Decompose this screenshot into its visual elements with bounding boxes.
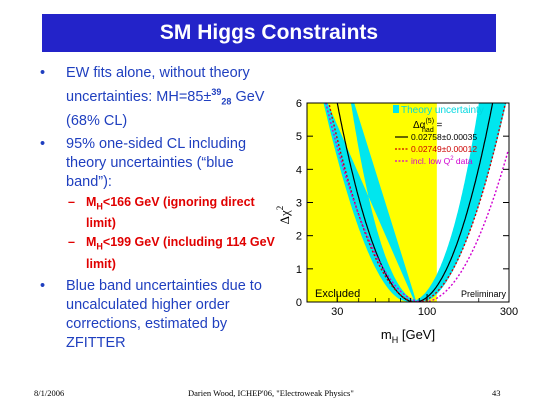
excluded-label: Excluded (315, 288, 360, 300)
subbullet-199-pre: M (86, 235, 97, 250)
x-tick-label: 100 (418, 306, 436, 318)
x-axis-label: mH [GeV] (381, 327, 435, 345)
y-tick-label: 3 (296, 198, 302, 210)
bullet-ew-fit-sub: 28 (221, 96, 232, 107)
subbullet-166-sub: H (96, 201, 103, 212)
x-tick-label: 30 (331, 306, 343, 318)
bullet-ew-fit-sup: 39 (211, 87, 222, 97)
bullet-blue-band-text: Blue band uncertainties due to uncalcula… (66, 277, 262, 351)
bullet-one-sided-cl-text: 95% one-sided CL including theory uncert… (66, 135, 247, 190)
x-tick-label: 300 (500, 306, 518, 318)
legend-band-swatch (393, 105, 399, 113)
bullet-ew-fit: EW fits alone, without theory uncertaint… (38, 64, 278, 131)
footer-presenter: Darien Wood, ICHEP'06, "Electroweak Phys… (188, 388, 354, 398)
bullet-list: EW fits alone, without theory uncertaint… (38, 64, 278, 357)
y-tick-label: 6 (296, 98, 302, 110)
legend-item-label-1: 0.02749±0.00012 (411, 144, 477, 154)
legend-band-label: Theory uncertainty (401, 105, 484, 116)
subbullet-166-limit: MH<166 GeV (ignoring direct limit) (66, 194, 278, 233)
y-axis-label: Δχ2 (275, 206, 292, 225)
slide-title: SM Higgs Constraints (42, 14, 496, 52)
y-tick-label: 2 (296, 231, 302, 243)
legend-item-label-2: incl. low Q2 data (411, 156, 473, 166)
bullet-ew-fit-text-b: GeV (68% CL) (66, 88, 265, 129)
subbullet-199-sub: H (96, 241, 103, 252)
subbullet-199-post: <199 GeV (including 114 GeV limit) (86, 235, 275, 271)
y-tick-label: 5 (296, 131, 302, 143)
subbullet-166-pre: M (86, 194, 97, 209)
subbullet-199-limit: MH<199 GeV (including 114 GeV limit) (66, 234, 278, 273)
footer-date: 8/1/2006 (34, 388, 65, 398)
legend-alpha-label: Δα(5) had = (413, 118, 442, 134)
y-tick-label: 1 (296, 264, 302, 276)
y-tick-label: 0 (296, 297, 302, 309)
chart-svg: 0 1 2 3 4 5 6 30 100 300 mH [GeV] Δχ2 Excluded Prelim… (275, 98, 518, 345)
low-q2-curve (325, 103, 509, 302)
subbullet-166-post: <166 GeV (ignoring direct limit) (86, 194, 255, 231)
preliminary-label: Preliminary (461, 289, 507, 299)
bullet-blue-band: Blue band uncertainties due to uncalcula… (38, 277, 278, 353)
legend-item-label-0: 0.02758±0.00035 (411, 132, 477, 142)
alpha-alt-curve (328, 103, 507, 302)
bullet-ew-fit-text-a: EW fits alone, without theory uncertaint… (66, 65, 250, 105)
footer-page-number: 43 (492, 388, 501, 398)
higgs-chi2-chart: 0 1 2 3 4 5 6 30 100 300 mH [GeV] Δχ2 Excluded Prelim… (275, 95, 545, 355)
y-tick-label: 4 (296, 164, 302, 176)
bullet-one-sided-cl: 95% one-sided CL including theory uncert… (38, 135, 278, 273)
